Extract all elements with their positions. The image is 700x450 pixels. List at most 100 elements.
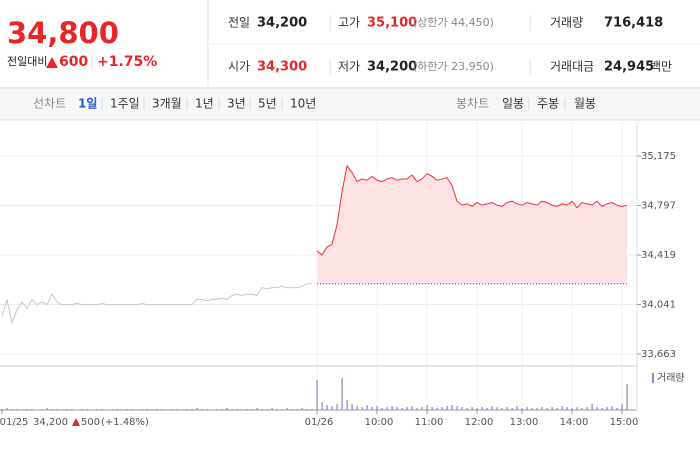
volume-bar <box>476 408 478 410</box>
volume-bar <box>141 409 143 410</box>
volume-bar <box>46 408 48 410</box>
volume-bar <box>411 406 413 410</box>
x-tick-label: 01/25 <box>0 417 28 428</box>
volume-bar <box>261 409 263 410</box>
volume-bar <box>431 407 433 410</box>
volume-bar <box>196 408 198 410</box>
volume-bar <box>216 409 218 410</box>
volume-bar <box>591 404 593 410</box>
stat-label: 거래대금 <box>550 60 594 74</box>
volume-bar <box>346 400 348 410</box>
x-tick-label: 12:00 <box>465 417 494 428</box>
volume-bar <box>546 408 548 410</box>
tab[interactable]: 월봉 <box>574 97 596 111</box>
volume-bar <box>311 409 313 410</box>
tab[interactable]: 10년 <box>290 97 316 111</box>
stat-value: 34,200 <box>367 60 417 75</box>
volume-bar <box>496 407 498 410</box>
volume-bar <box>291 409 293 410</box>
change-pct: +1.75% <box>97 54 157 70</box>
tab[interactable]: 주봉 <box>537 97 559 111</box>
volume-bar <box>586 407 588 410</box>
stat-value: 34,300 <box>257 60 307 75</box>
stat-label: 고가 <box>338 16 360 30</box>
volume-bar <box>266 409 268 410</box>
stat-value: 716,418 <box>604 16 663 31</box>
price-line <box>1 283 312 325</box>
stat-note: (상한가 44,450) <box>413 16 494 29</box>
volume-bar <box>421 407 423 410</box>
y-tick-label: 35,175 <box>641 151 676 162</box>
volume-bar <box>566 407 568 410</box>
volume-bar <box>466 408 468 410</box>
volume-bar <box>251 409 253 410</box>
volume-bar <box>356 406 358 410</box>
volume-bar <box>226 408 228 410</box>
y-tick-label: 34,419 <box>641 250 676 261</box>
tab[interactable]: 1일 <box>78 97 97 111</box>
volume-bar <box>126 409 128 410</box>
tab[interactable]: 5년 <box>258 97 277 111</box>
volume-bar <box>131 409 133 410</box>
volume-bar <box>401 408 403 410</box>
volume-bar <box>56 409 58 410</box>
volume-bar <box>31 409 33 410</box>
x-tick-label: 13:00 <box>510 417 539 428</box>
volume-bar <box>561 406 563 410</box>
volume-bar <box>536 408 538 410</box>
tab[interactable]: 3개월 <box>152 97 182 111</box>
volume-bar <box>506 407 508 410</box>
volume-bar <box>446 406 448 410</box>
volume-bar <box>361 407 363 410</box>
volume-bar <box>441 407 443 410</box>
volume-bar <box>161 409 163 410</box>
volume-bar <box>81 409 83 410</box>
volume-bar <box>341 378 343 410</box>
volume-bar <box>186 409 188 410</box>
tab[interactable]: 1주일 <box>110 97 140 111</box>
tab-group-label: 봉차트 <box>456 97 489 111</box>
tab-group-label: 선차트 <box>33 97 66 111</box>
volume-bar <box>281 409 283 410</box>
x-tick-label: 11:00 <box>415 417 444 428</box>
stat-label: 전일 <box>228 16 250 30</box>
stat-value: 24,945 <box>604 60 654 75</box>
volume-bar <box>101 409 103 410</box>
volume-bar <box>321 402 323 410</box>
volume-bar <box>1 409 3 410</box>
stat-label: 시가 <box>228 60 250 74</box>
y-tick-label: 33,663 <box>641 349 676 360</box>
y-tick-label: 34,797 <box>641 201 676 212</box>
volume-bar <box>626 384 628 410</box>
tab[interactable]: 3년 <box>227 97 246 111</box>
volume-bar <box>26 409 28 410</box>
stat-note: (하한가 23,950) <box>413 59 494 73</box>
tab[interactable]: 1년 <box>195 97 214 111</box>
volume-bar <box>621 404 623 410</box>
volume-bar <box>51 409 53 410</box>
volume-bar <box>171 409 173 410</box>
volume-bar <box>96 409 98 410</box>
current-price: 34,800 <box>7 16 119 50</box>
volume-bar <box>376 406 378 410</box>
volume-bar <box>116 409 118 410</box>
volume-bar <box>301 408 303 410</box>
volume-bar <box>551 407 553 410</box>
tab-separators <box>101 98 566 110</box>
stat-label: 거래량 <box>550 16 583 30</box>
volume-bar <box>201 409 203 410</box>
volume-bar <box>371 407 373 410</box>
up-arrow <box>72 418 80 426</box>
volume-bar <box>461 407 463 410</box>
volume-bar <box>306 409 308 410</box>
volume-bar <box>146 409 148 410</box>
tab[interactable]: 일봉 <box>502 97 524 111</box>
volume-bar <box>326 405 328 410</box>
volume-bar <box>406 407 408 410</box>
volume-bar <box>616 408 618 410</box>
volume-bar <box>276 409 278 410</box>
volume-bar <box>426 405 428 410</box>
volume-bar <box>331 406 333 410</box>
prev-close: 34,200 <box>33 417 68 428</box>
volume-bar <box>206 409 208 410</box>
